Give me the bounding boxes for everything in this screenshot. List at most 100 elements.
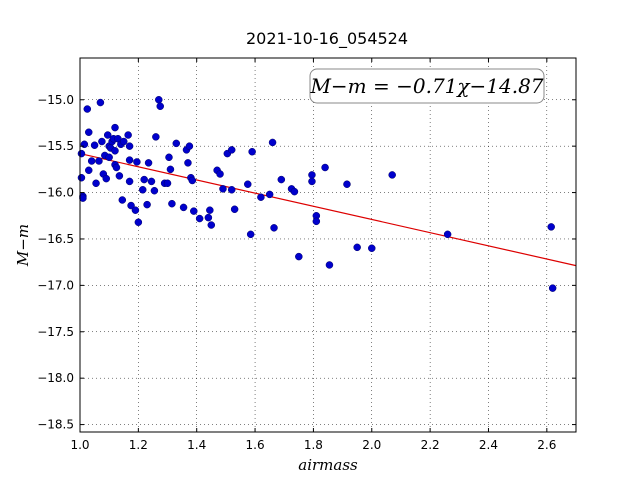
data-point (548, 284, 557, 292)
y-tick-label: −16.0 (37, 186, 74, 200)
data-point (163, 179, 172, 188)
data-point (246, 230, 255, 239)
data-point (308, 171, 316, 179)
x-axis-label: airmass (298, 456, 358, 474)
y-tick-label: −17.0 (37, 278, 74, 292)
data-point (290, 187, 299, 196)
y-tick-label: −15.0 (37, 93, 74, 107)
data-point (207, 221, 216, 229)
data-point (79, 194, 87, 202)
data-point (166, 165, 175, 174)
chart-title: 2021-10-16_054524 (246, 29, 408, 49)
data-point (388, 171, 396, 179)
data-point (115, 172, 124, 180)
data-point (111, 147, 119, 155)
data-point (96, 98, 105, 107)
data-point (295, 252, 303, 261)
x-tick-label: 1.6 (246, 438, 265, 452)
data-point (547, 223, 555, 231)
data-point (87, 157, 96, 165)
y-tick-label: −17.5 (37, 325, 74, 339)
plot-frame (79, 57, 577, 433)
data-point (102, 174, 111, 183)
data-point (308, 177, 316, 186)
data-point (140, 175, 148, 184)
data-point (92, 179, 100, 188)
data-point (111, 123, 119, 132)
data-point (265, 190, 274, 199)
data-point (219, 185, 227, 193)
data-point (343, 180, 351, 188)
y-tick-label: −18.5 (37, 418, 74, 432)
y-tick-labels: −15.0 −15.5 −16.0 −16.5 −17.0 −17.5 −18.0 −18.5 (37, 93, 74, 432)
data-point (90, 141, 99, 149)
fit-line (79, 153, 577, 267)
data-point (98, 137, 106, 146)
x-tick-label: 1.2 (129, 438, 148, 452)
data-point (190, 207, 198, 215)
data-point (188, 176, 197, 185)
data-point (168, 199, 176, 208)
fit-equation: M−m = −0.71χ−14.87 (309, 74, 543, 98)
data-point (147, 177, 156, 186)
data-point (325, 261, 334, 269)
data-point (244, 180, 252, 188)
x-tick-label: 2.4 (479, 438, 498, 452)
data-point (184, 159, 192, 167)
data-point (95, 157, 103, 165)
data-point (185, 142, 194, 150)
data-point (179, 203, 188, 212)
x-tick-labels: 1.0 1.2 1.4 1.6 1.8 2.0 2.2 2.4 2.6 (70, 438, 556, 452)
data-point (112, 163, 121, 172)
y-tick-label: −15.5 (37, 139, 74, 153)
data-point (268, 138, 277, 147)
data-point (248, 147, 256, 156)
data-point (227, 186, 236, 194)
fit-line-group (79, 153, 577, 267)
data-point (125, 156, 134, 164)
data-point (165, 153, 173, 162)
data-point (312, 217, 321, 226)
data-point (353, 243, 361, 252)
x-tick-label: 2.0 (362, 438, 381, 452)
data-point (206, 206, 214, 214)
data-point (124, 131, 132, 139)
data-point (155, 96, 163, 104)
fit-annotation-box (309, 68, 545, 104)
data-point (216, 170, 224, 178)
x-tick-label: 1.4 (187, 438, 206, 452)
data-point (85, 128, 93, 136)
data-point (118, 196, 127, 204)
data-point (227, 146, 236, 154)
y-tick-label: −16.5 (37, 232, 74, 246)
data-point (195, 214, 204, 223)
data-point (144, 159, 153, 167)
data-point (143, 200, 151, 209)
data-point (80, 140, 89, 149)
data-point (172, 139, 181, 148)
data-point (120, 137, 128, 146)
data-point (105, 153, 113, 162)
data-point (85, 166, 93, 175)
data-point (150, 186, 159, 195)
x-tick-label: 2.6 (537, 438, 556, 452)
data-point (277, 175, 286, 184)
y-tick-label: −18.0 (37, 371, 74, 385)
data-point (230, 205, 239, 214)
x-tick-label: 2.2 (421, 438, 440, 452)
data-point (152, 133, 160, 141)
data-point (77, 173, 86, 182)
data-point (133, 158, 141, 166)
data-points (77, 96, 557, 292)
x-tick-label: 1.8 (304, 438, 323, 452)
data-point (83, 105, 92, 113)
data-point (156, 102, 164, 111)
data-point (138, 186, 147, 194)
x-tick-label: 1.0 (70, 438, 89, 452)
data-point (103, 131, 112, 139)
data-point (321, 163, 329, 172)
data-point (443, 230, 452, 239)
data-point (134, 218, 143, 227)
data-point (125, 177, 134, 186)
